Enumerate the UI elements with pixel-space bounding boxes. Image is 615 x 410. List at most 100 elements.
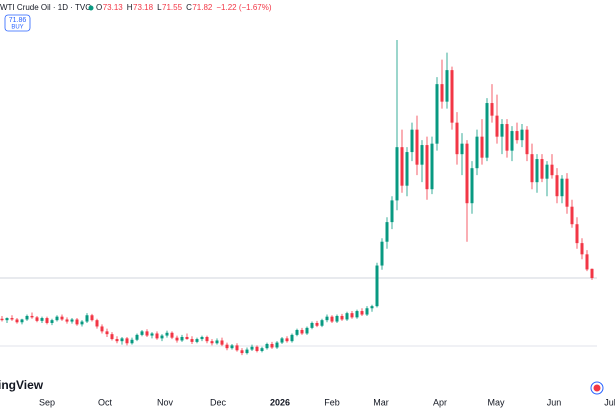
candle-body <box>210 341 214 344</box>
candle-body <box>545 164 549 179</box>
candle-body <box>445 70 449 102</box>
x-tick-label: Sep <box>39 397 55 407</box>
candle-body <box>155 333 159 339</box>
candle-body <box>375 265 379 307</box>
candle-body <box>95 320 99 327</box>
candle-body <box>330 316 334 322</box>
candle-body <box>235 345 239 351</box>
candle-body <box>425 145 429 190</box>
candle-body <box>540 159 544 179</box>
candle-body <box>465 143 469 204</box>
legend-value: 73.18 <box>133 3 154 12</box>
candle-body <box>270 343 274 348</box>
candle-body <box>205 336 209 342</box>
candle-body <box>145 331 149 336</box>
x-tick-label: Feb <box>324 397 340 407</box>
candle-body <box>360 311 364 315</box>
candle-body <box>230 345 234 349</box>
candle-body <box>315 322 319 326</box>
candle-body <box>255 346 259 351</box>
candle-body <box>70 319 74 322</box>
x-tick-label: Jun <box>547 397 562 407</box>
candle-body <box>510 131 514 151</box>
watermark: ingView <box>0 378 44 392</box>
candle-body <box>30 315 34 318</box>
candle-body <box>260 348 264 351</box>
candle-body <box>190 339 194 342</box>
candle-body <box>340 315 344 320</box>
candle-body <box>265 343 269 349</box>
candle-body <box>120 338 124 342</box>
candle-body <box>55 316 59 321</box>
candle-body <box>325 316 329 321</box>
candle-body <box>365 308 369 315</box>
candle-body <box>125 338 129 344</box>
legend-value: 71.82 <box>192 3 213 12</box>
candle-body <box>220 340 224 345</box>
candle-body <box>335 315 339 322</box>
candle-body <box>200 336 204 340</box>
candle-body <box>100 326 104 332</box>
candle-body <box>395 147 399 201</box>
candle-body <box>295 329 299 335</box>
x-tick-label: Dec <box>210 397 227 407</box>
candle-body <box>475 136 479 169</box>
candle-body <box>115 339 119 342</box>
candle-body <box>300 329 304 334</box>
candle-body <box>400 147 404 186</box>
legend-key: H <box>127 3 133 12</box>
buy-button[interactable] <box>4 14 31 32</box>
legend-key: L <box>157 3 162 12</box>
candle-body <box>290 334 294 342</box>
candle-body <box>455 122 459 155</box>
candle-body <box>435 84 439 144</box>
legend-value: 73.13 <box>103 3 124 12</box>
candle-body <box>65 319 69 322</box>
candle-body <box>450 70 454 123</box>
candle-body <box>460 143 464 155</box>
candle-body <box>415 129 419 165</box>
candle-body <box>345 313 349 320</box>
legend-key: C <box>186 3 192 12</box>
candle-body <box>505 124 509 151</box>
candle-body <box>535 159 539 183</box>
candle-body <box>215 340 219 344</box>
x-tick-label: Oct <box>98 397 113 407</box>
x-tick-label: Mar <box>373 397 389 407</box>
candle-body <box>80 321 84 325</box>
candle-body <box>530 154 534 183</box>
candle-body <box>35 317 39 321</box>
candle-body <box>140 331 144 335</box>
x-tick-label: Jul <box>604 397 615 407</box>
candle-body <box>10 318 14 320</box>
candle-body <box>195 339 199 342</box>
candle-body <box>280 338 284 343</box>
candle-body <box>485 103 489 158</box>
candle-body <box>480 136 484 158</box>
candle-body <box>405 152 409 186</box>
candle-body <box>385 222 389 242</box>
x-tick-label: Apr <box>433 397 447 407</box>
candle-body <box>350 313 354 318</box>
plot <box>0 40 597 356</box>
candle-body <box>310 322 314 328</box>
symbol-title: WTI Crude Oil · 1D · TVC <box>0 3 91 12</box>
candle-body <box>430 143 434 190</box>
candle-body <box>470 168 474 204</box>
x-tick-label: May <box>487 397 505 407</box>
legend-change: −1.22 (−1.67%) <box>216 3 271 12</box>
candle-body <box>85 315 89 322</box>
candle-body <box>390 200 394 223</box>
flag-icon-inner <box>593 384 601 392</box>
candle-body <box>320 320 324 326</box>
candle-body <box>160 335 164 339</box>
candle-body <box>15 319 19 323</box>
candle-body <box>245 349 249 354</box>
candle-body <box>50 320 54 323</box>
candle-body <box>560 178 564 197</box>
x-tick-label: 2026 <box>270 397 290 407</box>
candle-body <box>440 84 444 102</box>
ohlc-legend: O 73.13 H 73.18 L 71.55 C 71.82 −1.22 (−1.67%) <box>96 3 272 12</box>
candle-body <box>550 164 554 176</box>
